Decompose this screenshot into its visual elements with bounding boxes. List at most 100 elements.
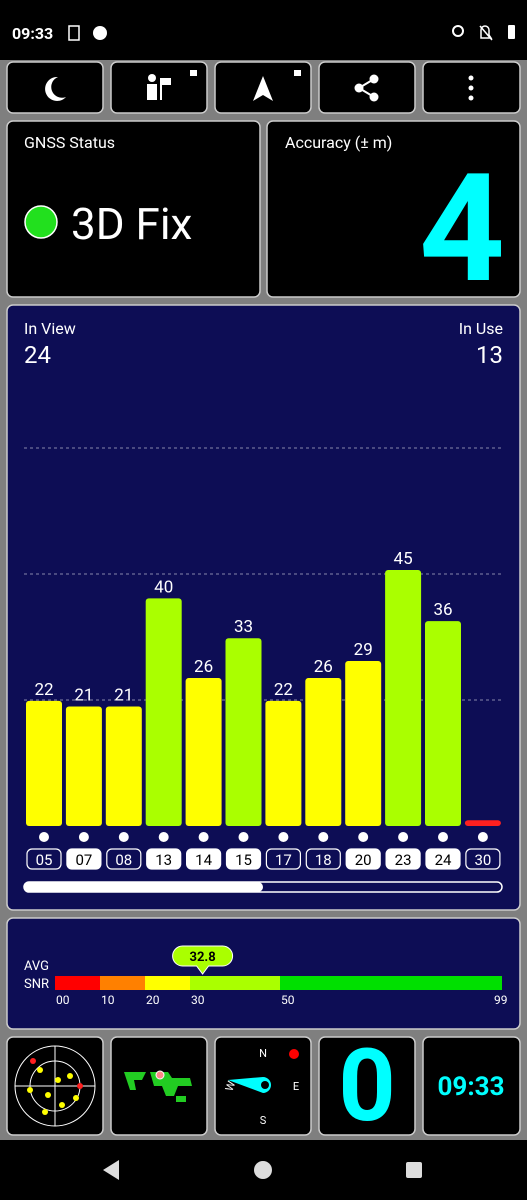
accuracy-value: 4 xyxy=(419,141,505,317)
count-tile[interactable] xyxy=(318,1036,416,1136)
satellite-dot xyxy=(318,832,329,842)
gnss-status-value: 3D Fix xyxy=(71,198,192,250)
satellite-dot xyxy=(39,832,49,842)
satellite-id-box xyxy=(186,848,222,870)
satellite-dot xyxy=(238,832,249,842)
night-mode-button[interactable] xyxy=(6,61,104,114)
satellite-bars: 22 05 21 07 21 08 40 13 26 14 33 15 22 17 26 18 29 20 45 23… xyxy=(26,549,501,870)
snr-bar xyxy=(105,706,142,826)
location-icon xyxy=(452,25,464,37)
satellite-dot xyxy=(198,832,209,842)
satellite-id: 30 xyxy=(474,851,491,869)
compass-e: E xyxy=(293,1080,299,1093)
satellite-id: 18 xyxy=(315,851,332,869)
snr-tick-label: 30 xyxy=(191,993,205,1007)
satellite-id-box xyxy=(465,848,501,870)
snr-bar xyxy=(385,569,422,826)
snr-bar xyxy=(265,700,302,826)
satellite-id: 05 xyxy=(36,851,53,869)
compass: N E S W xyxy=(223,1047,299,1127)
clock-value: 09:33 xyxy=(438,1072,505,1102)
snr-bar xyxy=(65,706,102,826)
snr-bar xyxy=(26,700,62,826)
compass-s: S xyxy=(260,1114,267,1127)
snr-tick-label: 50 xyxy=(281,993,295,1007)
app-icon xyxy=(93,26,107,40)
gnss-status-title: GNSS Status xyxy=(24,133,115,152)
clock-tile[interactable] xyxy=(422,1036,521,1136)
compass-w: W xyxy=(223,1079,239,1093)
snr-label: 33 xyxy=(234,617,253,637)
count-value: 0 xyxy=(338,1028,395,1145)
in-use-value: 13 xyxy=(476,341,503,369)
snr-label: 22 xyxy=(274,680,293,700)
back-button[interactable] xyxy=(103,1160,119,1180)
satellite-id-box xyxy=(106,848,142,870)
satellite-id: 13 xyxy=(155,851,172,869)
satellite-id-box xyxy=(385,848,421,870)
snr-label: 21 xyxy=(114,686,133,706)
satellite-id-box xyxy=(425,848,461,870)
hunt-button[interactable] xyxy=(110,61,208,114)
snr-label: 36 xyxy=(433,600,452,620)
satellite-id-box xyxy=(146,848,182,870)
share-button[interactable] xyxy=(318,61,416,114)
snr-bar xyxy=(305,678,342,826)
in-view-label: In View xyxy=(24,319,76,338)
menu-icon xyxy=(468,75,474,101)
moon-icon xyxy=(45,76,66,101)
snr-segment xyxy=(145,976,190,990)
satellite-dot xyxy=(158,832,169,842)
satellite-id: 14 xyxy=(195,851,212,869)
gnss-status-panel xyxy=(6,120,261,298)
snr-tick-label: 20 xyxy=(146,993,160,1007)
snr-scale: 00 10 20 30 50 99 32.8 xyxy=(55,945,508,1007)
in-use-label: In Use xyxy=(459,319,503,338)
satellite-id: 17 xyxy=(275,851,292,869)
satellite-id: 08 xyxy=(115,851,132,869)
snr-tick-label: 10 xyxy=(101,993,115,1007)
snr-bar xyxy=(145,598,182,826)
in-view-value: 24 xyxy=(24,341,51,369)
world-map xyxy=(120,1064,198,1108)
dnd-icon xyxy=(479,25,493,41)
snr-tick-label: 99 xyxy=(494,993,508,1007)
snr-segment xyxy=(190,976,280,990)
avg-label: AVG xyxy=(24,959,49,974)
satellite-id-box xyxy=(265,848,301,870)
arrow-icon xyxy=(253,76,273,101)
satellite-dot xyxy=(358,832,369,842)
satellite-dot xyxy=(477,832,488,842)
snr-segment xyxy=(280,976,502,990)
recents-button[interactable] xyxy=(406,1162,422,1178)
snr-bar xyxy=(185,678,222,826)
snr-bar xyxy=(345,660,382,826)
satellite-id: 23 xyxy=(395,851,412,869)
status-bar xyxy=(0,0,527,60)
snr-label: 29 xyxy=(354,640,373,660)
compass-n: N xyxy=(259,1047,267,1060)
avg-marker xyxy=(172,945,234,975)
accuracy-title: Accuracy (± m) xyxy=(285,133,392,152)
satellite-dot xyxy=(438,832,448,842)
satellite-dot xyxy=(78,832,89,842)
satellite-id-box xyxy=(225,848,262,870)
snr-bar xyxy=(225,638,262,826)
satellite-dot xyxy=(278,832,289,842)
satellite-id: 15 xyxy=(235,851,252,869)
snr-label: 45 xyxy=(394,549,413,569)
status-time: 09:33 xyxy=(12,24,53,43)
lock-icon xyxy=(294,70,301,76)
snr-bar xyxy=(464,820,501,826)
sky-view xyxy=(14,1045,96,1127)
snr-label: SNR xyxy=(24,977,49,992)
satellite-id-box xyxy=(305,848,341,870)
sim-icon xyxy=(68,25,80,41)
snr-panel xyxy=(6,917,521,1030)
home-button[interactable] xyxy=(254,1161,272,1179)
scroll-thumb[interactable] xyxy=(24,882,263,892)
fix-indicator xyxy=(24,205,58,239)
accuracy-panel xyxy=(266,120,521,298)
snr-label: 26 xyxy=(314,657,333,677)
